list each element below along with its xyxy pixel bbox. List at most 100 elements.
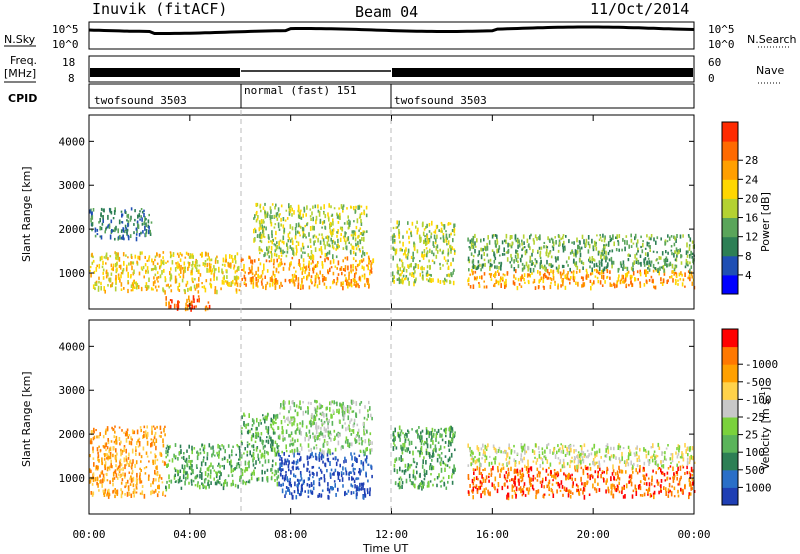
heatmap-cell xyxy=(127,436,130,439)
heatmap-cell xyxy=(476,266,479,270)
heatmap-cell xyxy=(505,239,507,244)
heatmap-cell xyxy=(107,457,109,461)
heatmap-cell xyxy=(435,246,438,251)
heatmap-cell xyxy=(482,478,485,483)
heatmap-cell xyxy=(255,277,257,282)
heatmap-cell xyxy=(369,272,371,276)
heatmap-cell xyxy=(295,240,298,243)
heatmap-cell xyxy=(131,469,134,474)
heatmap-cell xyxy=(494,456,497,461)
heatmap-cell xyxy=(274,440,277,444)
heatmap-cell xyxy=(539,272,542,275)
heatmap-cell xyxy=(153,442,156,446)
heatmap-cell xyxy=(320,426,322,430)
heatmap-cell xyxy=(336,214,339,219)
heatmap-cell xyxy=(105,226,108,229)
heatmap-cell xyxy=(275,278,277,283)
heatmap-cell xyxy=(534,234,537,239)
heatmap-cell xyxy=(216,480,218,483)
heatmap-cell xyxy=(290,431,293,435)
heatmap-cell xyxy=(154,255,157,258)
heatmap-cell xyxy=(249,450,251,456)
heatmap-cell xyxy=(328,217,330,222)
heatmap-cell xyxy=(428,277,431,283)
heatmap-cell xyxy=(337,433,340,438)
heatmap-cell xyxy=(471,268,473,273)
heatmap-cell xyxy=(175,455,177,458)
heatmap-cell xyxy=(213,269,216,274)
heatmap-cell xyxy=(306,205,308,210)
heatmap-cell xyxy=(552,238,554,244)
heatmap-cell xyxy=(233,266,235,270)
heatmap-cell xyxy=(634,233,637,239)
heatmap-cell xyxy=(554,256,557,259)
heatmap-cell xyxy=(352,278,355,282)
heatmap-cell xyxy=(275,212,278,217)
colorbar-tick-label: 8 xyxy=(745,250,752,263)
heatmap-cell xyxy=(125,483,128,488)
heatmap-cell xyxy=(522,488,524,491)
heatmap-cell xyxy=(222,486,225,491)
heatmap-cell xyxy=(171,458,174,463)
heatmap-cell xyxy=(688,246,691,251)
heatmap-cell xyxy=(309,215,312,218)
heatmap-cell xyxy=(659,266,661,271)
heatmap-cell xyxy=(358,442,361,445)
heatmap-cell xyxy=(119,475,122,479)
heatmap-cell xyxy=(342,204,345,208)
heatmap-cell xyxy=(160,260,162,266)
heatmap-cell xyxy=(597,265,599,268)
heatmap-cell xyxy=(114,430,116,434)
heatmap-cell xyxy=(471,246,473,249)
heatmap-cell xyxy=(288,460,290,465)
heatmap-cell xyxy=(141,251,143,255)
heatmap-cell xyxy=(298,479,300,483)
heatmap-cell xyxy=(538,279,540,284)
heatmap-cell xyxy=(146,435,148,440)
heatmap-cell xyxy=(261,469,263,475)
heatmap-cell xyxy=(135,281,137,286)
heatmap-cell xyxy=(216,451,218,455)
heatmap-cell xyxy=(557,256,559,261)
heatmap-cell xyxy=(527,264,530,270)
heatmap-cell xyxy=(275,230,277,236)
heatmap-cell xyxy=(671,453,674,458)
heatmap-cell xyxy=(95,282,97,285)
heatmap-cell xyxy=(162,490,164,496)
freq-strip: Freq. [MHz] 18 8 60 0 Nave xyxy=(4,54,784,85)
heatmap-cell xyxy=(295,270,297,273)
heatmap-cell xyxy=(414,475,416,481)
heatmap-cell xyxy=(243,414,246,417)
heatmap-cell xyxy=(279,462,281,468)
heatmap-cell xyxy=(314,283,316,286)
heatmap-cell xyxy=(140,266,143,270)
heatmap-cell xyxy=(250,427,253,431)
heatmap-cell xyxy=(438,454,441,459)
heatmap-cell xyxy=(545,251,547,254)
heatmap-cell xyxy=(208,465,211,468)
heatmap-cell xyxy=(632,464,634,470)
heatmap-cell xyxy=(692,455,694,461)
heatmap-cell xyxy=(270,423,273,429)
heatmap-cell xyxy=(201,443,204,446)
heatmap-cell xyxy=(690,488,692,491)
heatmap-cell xyxy=(216,289,218,295)
heatmap-cell xyxy=(449,244,452,249)
heatmap-cell xyxy=(231,449,233,454)
heatmap-cell xyxy=(448,273,451,278)
heatmap-cell xyxy=(187,287,189,292)
heatmap-cell xyxy=(163,268,165,273)
heatmap-cell xyxy=(186,280,189,285)
heatmap-cell xyxy=(634,484,637,490)
heatmap-cell xyxy=(337,471,339,476)
heatmap-cell xyxy=(429,248,431,253)
heatmap-cell xyxy=(264,470,266,475)
heatmap-cell xyxy=(318,459,321,462)
heatmap-cell xyxy=(196,283,198,289)
heatmap-cell xyxy=(271,203,274,206)
heatmap-cell xyxy=(401,484,403,489)
heatmap-cell xyxy=(102,435,105,439)
heatmap-cell xyxy=(95,280,98,283)
heatmap-cell xyxy=(330,473,332,477)
heatmap-cell xyxy=(491,249,494,252)
